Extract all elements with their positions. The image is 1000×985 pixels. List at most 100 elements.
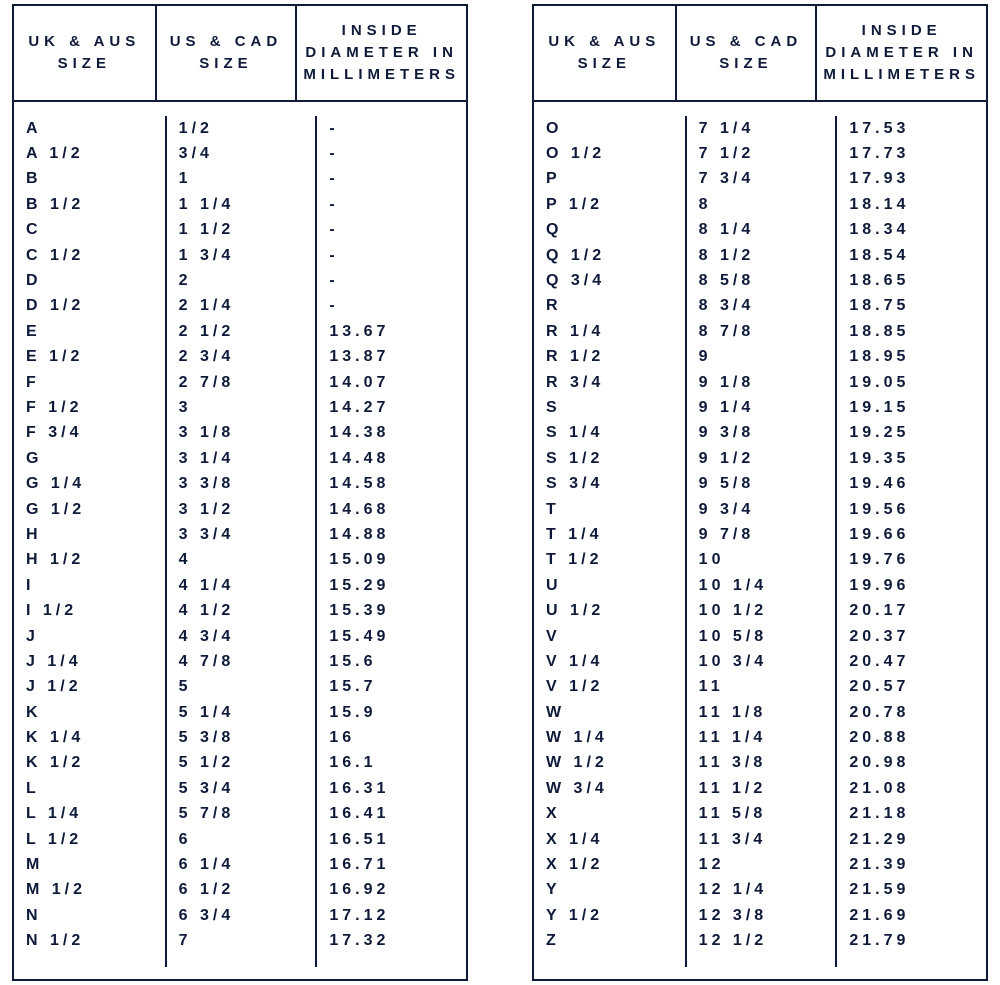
table-cell: R bbox=[546, 294, 673, 319]
table-cell: 9 3/4 bbox=[699, 497, 824, 522]
column-diameter: 17.5317.7317.9318.1418.3418.5418.6518.75… bbox=[835, 116, 986, 967]
table-cell: 16.1 bbox=[329, 751, 454, 776]
table-cell: 2 1/2 bbox=[179, 319, 304, 344]
table-cell: L bbox=[26, 776, 153, 801]
table-cell: 20.47 bbox=[849, 649, 974, 674]
table-cell: 21.69 bbox=[849, 903, 974, 928]
table-cell: 3 1/2 bbox=[179, 497, 304, 522]
table-cell: 10 5/8 bbox=[699, 624, 824, 649]
header-uk-aus: UK & AUSSIZE bbox=[534, 6, 675, 100]
table-cell: 11 bbox=[699, 675, 824, 700]
table-cell: - bbox=[329, 116, 454, 141]
table-cell: 5 3/8 bbox=[179, 725, 304, 750]
table-cell: 1 1/2 bbox=[179, 218, 304, 243]
table-cell: 6 3/4 bbox=[179, 903, 304, 928]
size-table-left: UK & AUSSIZE US & CADSIZE INSIDEDIAMETER… bbox=[12, 4, 468, 981]
table-cell: M bbox=[26, 852, 153, 877]
table-cell: 16.51 bbox=[329, 827, 454, 852]
table-cell: D bbox=[26, 268, 153, 293]
table-cell: 7 1/2 bbox=[699, 141, 824, 166]
table-cell: 11 1/8 bbox=[699, 700, 824, 725]
table-cell: 17.73 bbox=[849, 141, 974, 166]
column-us-cad: 1/23/411 1/41 1/21 3/422 1/42 1/22 3/42 … bbox=[165, 116, 316, 967]
table-cell: 20.17 bbox=[849, 598, 974, 623]
table-cell: - bbox=[329, 141, 454, 166]
table-cell: M 1/2 bbox=[26, 878, 153, 903]
table-cell: 9 5/8 bbox=[699, 471, 824, 496]
table-cell: 3/4 bbox=[179, 141, 304, 166]
table-cell: 20.98 bbox=[849, 751, 974, 776]
table-cell: R 3/4 bbox=[546, 370, 673, 395]
table-cell: W bbox=[546, 700, 673, 725]
table-cell: G bbox=[26, 446, 153, 471]
table-cell: 5 1/4 bbox=[179, 700, 304, 725]
table-cell: 18.75 bbox=[849, 294, 974, 319]
table-cell: 18.54 bbox=[849, 243, 974, 268]
table-cell: 17.32 bbox=[329, 929, 454, 954]
table-cell: 14.38 bbox=[329, 421, 454, 446]
table-cell: 4 7/8 bbox=[179, 649, 304, 674]
table-cell: S 1/4 bbox=[546, 421, 673, 446]
table-cell: 15.09 bbox=[329, 548, 454, 573]
table-cell: 4 3/4 bbox=[179, 624, 304, 649]
table-cell: 8 bbox=[699, 192, 824, 217]
table-cell: E 1/2 bbox=[26, 345, 153, 370]
table-body: OO 1/2PP 1/2QQ 1/2Q 3/4RR 1/4R 1/2R 3/4S… bbox=[534, 102, 986, 979]
table-cell: 14.27 bbox=[329, 395, 454, 420]
table-cell: 1 bbox=[179, 167, 304, 192]
table-cell: A bbox=[26, 116, 153, 141]
table-cell: 8 1/4 bbox=[699, 218, 824, 243]
column-diameter: --------13.6713.8714.0714.2714.3814.4814… bbox=[315, 116, 466, 967]
table-cell: 19.46 bbox=[849, 471, 974, 496]
table-cell: B bbox=[26, 167, 153, 192]
table-cell: - bbox=[329, 167, 454, 192]
table-cell: 2 3/4 bbox=[179, 345, 304, 370]
table-cell: 21.79 bbox=[849, 929, 974, 954]
table-cell: 15.9 bbox=[329, 700, 454, 725]
column-uk-aus: AA 1/2BB 1/2CC 1/2DD 1/2EE 1/2FF 1/2F 3/… bbox=[14, 116, 165, 967]
table-header: UK & AUSSIZE US & CADSIZE INSIDEDIAMETER… bbox=[534, 6, 986, 102]
table-cell: J 1/4 bbox=[26, 649, 153, 674]
table-cell: 21.18 bbox=[849, 802, 974, 827]
table-cell: G 1/2 bbox=[26, 497, 153, 522]
table-cell: Q 1/2 bbox=[546, 243, 673, 268]
table-cell: W 1/4 bbox=[546, 725, 673, 750]
table-cell: 20.78 bbox=[849, 700, 974, 725]
table-cell: 4 1/4 bbox=[179, 573, 304, 598]
table-cell: 19.05 bbox=[849, 370, 974, 395]
table-cell: V 1/4 bbox=[546, 649, 673, 674]
table-cell: 14.88 bbox=[329, 522, 454, 547]
table-cell: 19.76 bbox=[849, 548, 974, 573]
table-cell: J bbox=[26, 624, 153, 649]
table-cell: S 1/2 bbox=[546, 446, 673, 471]
table-cell: 7 1/4 bbox=[699, 116, 824, 141]
table-cell: 16.41 bbox=[329, 802, 454, 827]
table-cell: - bbox=[329, 192, 454, 217]
table-cell: 2 bbox=[179, 268, 304, 293]
table-cell: 6 bbox=[179, 827, 304, 852]
table-cell: 7 3/4 bbox=[699, 167, 824, 192]
table-cell: 3 3/8 bbox=[179, 471, 304, 496]
table-cell: 8 1/2 bbox=[699, 243, 824, 268]
table-cell: 14.07 bbox=[329, 370, 454, 395]
table-cell: 21.59 bbox=[849, 878, 974, 903]
column-uk-aus: OO 1/2PP 1/2QQ 1/2Q 3/4RR 1/4R 1/2R 3/4S… bbox=[534, 116, 685, 967]
table-cell: 19.15 bbox=[849, 395, 974, 420]
table-cell: 13.87 bbox=[329, 345, 454, 370]
table-cell: 15.29 bbox=[329, 573, 454, 598]
table-cell: 1 1/4 bbox=[179, 192, 304, 217]
table-cell: O 1/2 bbox=[546, 141, 673, 166]
table-cell: X bbox=[546, 802, 673, 827]
table-cell: T 1/4 bbox=[546, 522, 673, 547]
table-cell: G 1/4 bbox=[26, 471, 153, 496]
table-body: AA 1/2BB 1/2CC 1/2DD 1/2EE 1/2FF 1/2F 3/… bbox=[14, 102, 466, 979]
table-cell: 9 1/4 bbox=[699, 395, 824, 420]
table-cell: 1 3/4 bbox=[179, 243, 304, 268]
table-cell: 17.12 bbox=[329, 903, 454, 928]
table-cell: N bbox=[26, 903, 153, 928]
table-cell: U 1/2 bbox=[546, 598, 673, 623]
table-cell: 1/2 bbox=[179, 116, 304, 141]
table-cell: Q bbox=[546, 218, 673, 243]
table-cell: 6 1/4 bbox=[179, 852, 304, 877]
table-cell: 11 3/8 bbox=[699, 751, 824, 776]
